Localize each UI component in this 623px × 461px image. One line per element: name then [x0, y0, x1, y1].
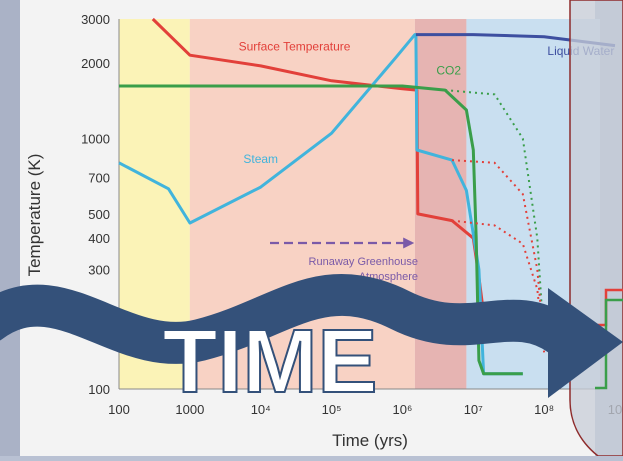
- y-tick-label-5: 700: [88, 170, 110, 185]
- series-label-0: Surface Temperature: [239, 39, 351, 53]
- axis-ticks: 100100010⁴10⁵10⁶10⁷10⁸101002003004005007…: [81, 12, 622, 417]
- x-tick-label-4: 10⁶: [393, 402, 413, 417]
- series-line-4: [445, 89, 546, 345]
- y-tick-label-7: 2000: [81, 56, 110, 71]
- x-tick-label-6: 10⁸: [534, 402, 554, 417]
- series-line-5: [451, 159, 546, 345]
- side-panel: [569, 0, 623, 457]
- y-tick-label-4: 500: [88, 207, 110, 222]
- y-tick-label-2: 300: [88, 262, 110, 277]
- x-tick-label-3: 10⁵: [322, 402, 342, 417]
- y-tick-label-0: 100: [88, 382, 110, 397]
- y-axis-label: Temperature (K): [25, 154, 44, 277]
- x-tick-label-2: 10⁴: [251, 402, 271, 417]
- x-tick-label-1: 1000: [175, 402, 204, 417]
- time-arrow-body: [0, 274, 581, 364]
- y-tick-label-6: 1000: [81, 132, 110, 147]
- left-frame: [0, 0, 20, 456]
- time-arrow: [0, 274, 623, 398]
- x-tick-label-5: 10⁷: [464, 402, 483, 417]
- series-label-2: CO2: [436, 64, 461, 78]
- x-tick-label-0: 100: [108, 402, 130, 417]
- series-label-1: Steam: [243, 152, 278, 166]
- x-axis-label: Time (yrs): [332, 431, 408, 450]
- runaway-greenhouse-annotation: Runaway Greenhouse Atmosphere: [270, 237, 418, 283]
- runaway-greenhouse-label: Runaway Greenhouse: [309, 256, 418, 268]
- series-line-2: [119, 84, 523, 376]
- y-tick-label-8: 3000: [81, 12, 110, 27]
- y-tick-label-3: 400: [88, 231, 110, 246]
- overlay-title: TIME: [163, 312, 378, 412]
- time-arrow-head: [548, 288, 623, 398]
